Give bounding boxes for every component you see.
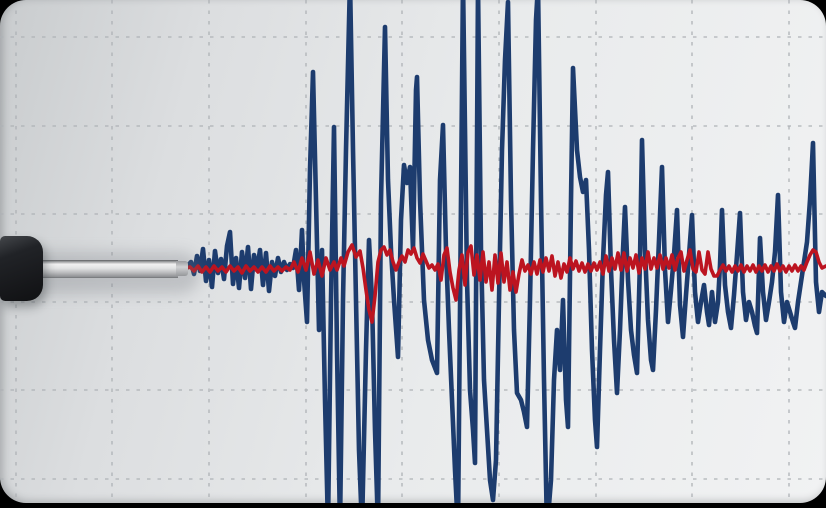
seismograph-pen-tip bbox=[176, 261, 188, 276]
blue-seismic-trace bbox=[183, 0, 826, 503]
seismograph-body bbox=[0, 236, 43, 301]
seismograph-arm bbox=[34, 260, 178, 278]
red-seismic-trace bbox=[182, 243, 826, 324]
